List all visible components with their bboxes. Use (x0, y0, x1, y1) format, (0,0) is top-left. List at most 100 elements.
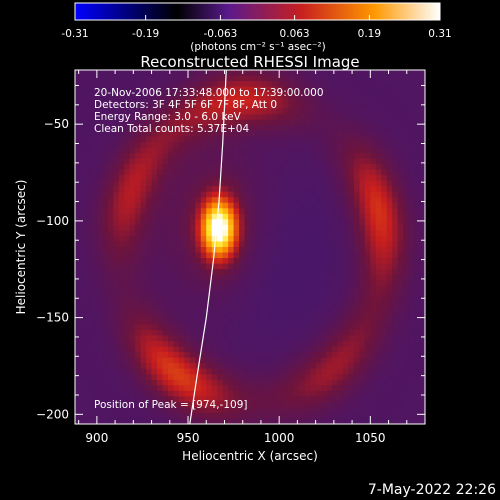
heatmap-cell (337, 180, 344, 187)
heatmap-cell (211, 152, 218, 160)
heatmap-cell (293, 197, 300, 204)
heatmap-cell (113, 208, 120, 215)
heatmap-cell (348, 175, 355, 182)
heatmap-cell (386, 385, 393, 392)
heatmap-cell (239, 352, 246, 359)
heatmap-cell (315, 390, 322, 397)
heatmap-cell (348, 186, 355, 193)
heatmap-cell (217, 197, 224, 204)
heatmap-cell (299, 186, 306, 193)
heatmap-cell (326, 81, 333, 88)
heatmap-cell (304, 152, 311, 160)
heatmap-cell (419, 202, 425, 209)
heatmap-cell (364, 147, 371, 154)
heatmap-cell (233, 274, 240, 281)
heatmap-cell (326, 241, 333, 248)
heatmap-cell (146, 368, 153, 375)
heatmap-cell (397, 147, 404, 154)
heatmap-cell (129, 296, 136, 303)
heatmap-cell (293, 141, 300, 149)
heatmap-cell (392, 191, 399, 198)
heatmap-cell (233, 175, 240, 182)
heatmap-cell (200, 313, 207, 320)
heatmap-cell (277, 114, 284, 121)
heatmap-cell (370, 92, 377, 99)
heatmap-cell (228, 274, 235, 281)
heatmap-cell (321, 285, 328, 292)
heatmap-cell (326, 97, 333, 104)
heatmap-cell (260, 86, 268, 93)
heatmap-cell (370, 235, 377, 243)
heatmap-cell (310, 75, 317, 82)
heatmap-cell (239, 368, 246, 375)
heatmap-cell (200, 147, 207, 154)
heatmap-cell (178, 324, 185, 331)
heatmap-cell (211, 335, 218, 342)
heatmap-cell (167, 247, 175, 254)
heatmap-cell (222, 197, 229, 204)
heatmap-cell (206, 396, 213, 403)
heatmap-cell (250, 235, 257, 243)
heatmap-cell (250, 291, 257, 298)
heatmap-cell (293, 164, 300, 171)
colorbar-unit-label: (photons cm⁻² s⁻¹ asec⁻²) (190, 41, 325, 53)
heatmap-cell (353, 247, 360, 254)
heatmap-cell (348, 385, 355, 392)
heatmap-cell (178, 86, 185, 93)
heatmap-cell (271, 368, 278, 375)
heatmap-cell (288, 208, 295, 215)
heatmap-cell (113, 175, 120, 182)
heatmap-cell (167, 302, 175, 309)
heatmap-cell (129, 258, 136, 265)
heatmap-cell (342, 147, 350, 154)
heatmap-cell (414, 152, 421, 160)
heatmap-cell (118, 213, 125, 220)
heatmap-cell (239, 296, 246, 303)
heatmap-cell (370, 213, 377, 220)
heatmap-cell (299, 285, 306, 292)
heatmap-cell (135, 180, 142, 187)
heatmap-cell (277, 274, 284, 281)
heatmap-cell (403, 335, 410, 342)
heatmap-cell (375, 291, 382, 298)
heatmap-cell (162, 418, 169, 424)
heatmap-cell (85, 86, 93, 93)
heatmap-cell (392, 197, 399, 204)
heatmap-cell (113, 158, 120, 165)
heatmap-cell (304, 147, 311, 154)
heatmap-cell (266, 401, 273, 409)
heatmap-cell (129, 97, 136, 104)
heatmap-cell (244, 363, 251, 370)
heatmap-cell (173, 407, 180, 414)
heatmap-cell (228, 335, 235, 342)
heatmap-cell (178, 341, 185, 348)
heatmap-cell (266, 108, 273, 115)
heatmap-cell (151, 285, 158, 292)
heatmap-cell (403, 263, 410, 270)
heatmap-cell (118, 390, 125, 397)
heatmap-cell (102, 418, 109, 424)
heatmap-cell (332, 379, 339, 386)
heatmap-cell (326, 396, 333, 403)
heatmap-cell (167, 92, 175, 99)
heatmap-cell (250, 418, 257, 424)
heatmap-cell (189, 152, 196, 160)
heatmap-cell (233, 114, 240, 121)
heatmap-cell (321, 125, 328, 132)
heatmap-cell (200, 235, 207, 243)
heatmap-cell (359, 302, 366, 309)
heatmap-cell (140, 274, 147, 281)
heatmap-cell (408, 108, 415, 115)
heatmap-cell (173, 130, 180, 137)
heatmap-cell (102, 335, 109, 342)
heatmap-cell (353, 368, 360, 375)
heatmap-cell (146, 75, 153, 82)
heatmap-cell (189, 352, 196, 359)
heatmap-cell (348, 81, 355, 88)
heatmap-cell (173, 313, 180, 320)
heatmap-cell (135, 318, 142, 326)
heatmap-cell (271, 86, 278, 93)
heatmap-cell (118, 130, 125, 137)
heatmap-cell (277, 180, 284, 187)
heatmap-cell (244, 390, 251, 397)
